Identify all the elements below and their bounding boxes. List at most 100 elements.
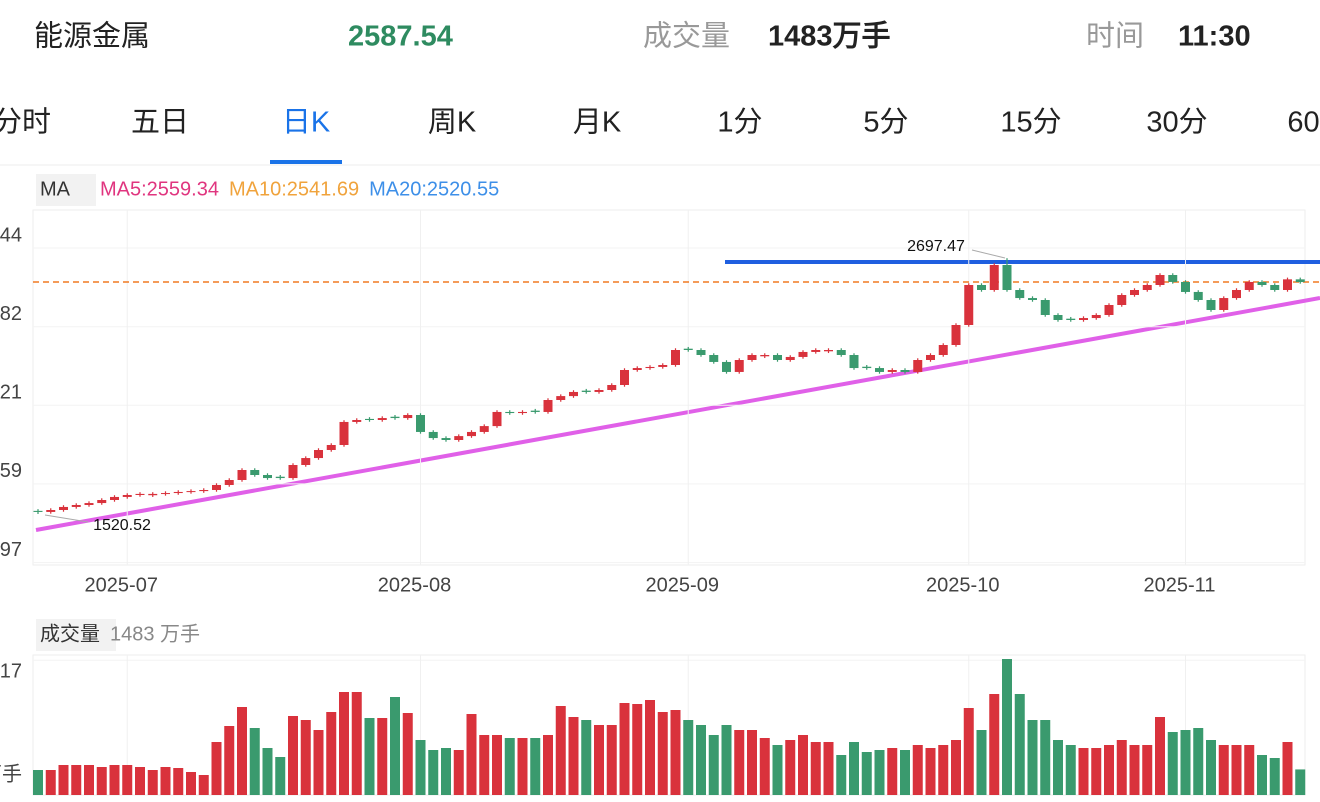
candle-body: [288, 465, 298, 479]
volume-bar: [606, 725, 617, 795]
x-tick-label: 2025-08: [378, 574, 451, 596]
volume-bar: [1180, 730, 1191, 795]
candle-body: [951, 325, 961, 345]
candle-body: [938, 345, 948, 355]
volume-bar: [1257, 755, 1267, 795]
candle-body: [467, 431, 476, 437]
candle-body: [263, 475, 272, 479]
tab[interactable]: 15分: [1000, 107, 1061, 139]
volume-bar: [33, 770, 43, 795]
candle-body: [824, 350, 833, 352]
volume-bar: [951, 740, 961, 795]
candle-body: [862, 366, 872, 369]
candle-body: [352, 420, 362, 422]
volume-bar: [772, 745, 783, 795]
candle-body: [301, 458, 311, 465]
candle-body: [709, 355, 719, 362]
candle-body: [122, 495, 132, 497]
y-tick-label: 1659: [0, 460, 22, 482]
volume-bar: [224, 726, 235, 795]
volume-bar: [581, 720, 592, 795]
volume-unit: 万手: [0, 762, 22, 785]
volume-bar: [1155, 717, 1165, 795]
volume-bar: [262, 748, 273, 795]
candle-body: [1219, 298, 1229, 310]
candle-body: [275, 476, 285, 479]
tab[interactable]: 月K: [573, 107, 622, 139]
volume-bar: [568, 717, 579, 795]
volume-bar: [645, 700, 655, 795]
candle-body: [84, 503, 94, 505]
volume-bar: [1027, 720, 1038, 795]
volume-bar: [976, 730, 987, 795]
volume-bar: [147, 770, 158, 795]
candle-body: [314, 450, 323, 459]
candle-body: [365, 418, 374, 420]
candle-body: [1142, 285, 1152, 290]
candle-body: [1130, 290, 1139, 295]
candle-body: [632, 368, 642, 370]
tab[interactable]: 日K: [282, 107, 331, 139]
volume-bar: [721, 725, 732, 795]
volume-bar: [900, 750, 910, 795]
annotation-leader: [44, 514, 89, 523]
candle-body: [46, 510, 56, 512]
candle-body: [212, 485, 221, 490]
volume-legend: 1483 万手: [110, 622, 200, 645]
tab[interactable]: 5分: [863, 107, 908, 139]
y-tick-label: 2744: [0, 224, 22, 246]
volume-bar: [938, 745, 949, 795]
volume-bar: [619, 703, 630, 795]
tab[interactable]: 1分: [717, 107, 762, 139]
high-annotation: 2697.47: [907, 238, 965, 255]
volume-bar: [696, 725, 706, 795]
volume-bar: [1167, 732, 1178, 795]
candle-body: [1193, 291, 1203, 300]
candle-body: [658, 365, 668, 367]
volume-bar: [84, 765, 94, 795]
legend-entry: MA20:2520.55: [369, 178, 499, 200]
candle-body: [836, 350, 846, 355]
volume-bar: [351, 692, 362, 795]
candle-body: [492, 411, 502, 427]
candle-body: [441, 438, 451, 440]
candle-body: [671, 350, 680, 365]
volume-bar: [441, 748, 451, 795]
volume-bar: [1065, 745, 1076, 795]
volume-bar: [1104, 745, 1114, 795]
volume-bar: [58, 765, 69, 795]
candle-body: [747, 355, 757, 360]
tab[interactable]: 60分: [1287, 107, 1320, 139]
volume-bar: [1129, 745, 1140, 795]
candle-body: [250, 470, 260, 475]
x-tick-label: 2025-09: [646, 574, 719, 596]
y-tick-label: 2021: [0, 381, 22, 403]
candle-body: [1028, 298, 1037, 300]
volume-bar: [211, 742, 222, 795]
candle-body: [1244, 281, 1254, 290]
tab[interactable]: 分时: [0, 106, 51, 139]
volume-bar: [173, 768, 184, 795]
candle-body: [505, 411, 515, 414]
volume-bar: [428, 750, 439, 795]
tab[interactable]: 周K: [428, 107, 477, 139]
volume-bar: [1295, 769, 1306, 795]
volume-bar: [364, 718, 375, 795]
volume-bar: [237, 707, 247, 795]
tab[interactable]: 五日: [131, 107, 189, 139]
candle-body: [594, 390, 604, 392]
drawn-trend-line: [35, 296, 1320, 532]
x-tick-label: 2025-11: [1144, 574, 1216, 596]
volume-bar: [810, 742, 821, 795]
tab[interactable]: 30分: [1146, 107, 1207, 139]
volume-bar: [1269, 758, 1280, 795]
volume-bar: [874, 750, 885, 795]
volume-bar: [339, 692, 349, 795]
volume-bar: [1078, 748, 1089, 795]
legend-entry: MA5:2559.34: [100, 178, 219, 200]
y-tick-label: 7817: [0, 661, 22, 683]
candle-body: [1040, 300, 1050, 315]
volume-bar: [109, 765, 120, 795]
candle-body: [1053, 315, 1063, 320]
volume-bar: [1218, 745, 1229, 795]
